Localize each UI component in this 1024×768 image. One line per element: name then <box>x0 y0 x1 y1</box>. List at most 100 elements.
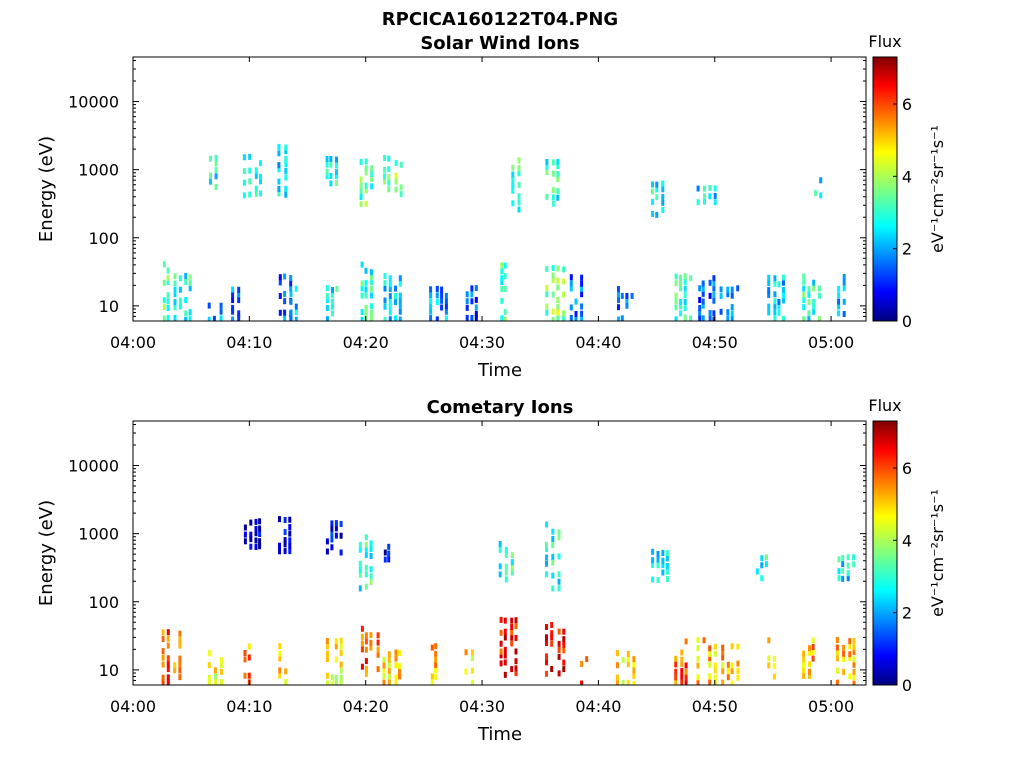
flux-cell <box>551 542 555 549</box>
flux-cell <box>331 310 334 317</box>
flux-cell <box>339 650 343 656</box>
flux-cell <box>580 315 584 321</box>
flux-cell <box>339 667 343 674</box>
flux-cell <box>383 155 387 161</box>
flux-cell <box>574 311 578 317</box>
flux-cell <box>500 262 504 269</box>
flux-cell <box>837 575 841 582</box>
flux-cell <box>434 661 438 668</box>
flux-cell <box>626 651 630 657</box>
flux-cell <box>708 661 712 668</box>
flux-cell <box>360 285 364 292</box>
flux-cell <box>434 667 438 674</box>
flux-cell <box>369 553 373 559</box>
flux-cell <box>842 650 846 657</box>
flux-cell <box>517 199 521 206</box>
flux-cell <box>444 308 448 315</box>
flux-cell <box>511 200 515 207</box>
flux-cell <box>382 656 386 663</box>
flux-cell <box>842 285 846 292</box>
flux-cell <box>294 309 298 316</box>
flux-cell <box>852 554 856 561</box>
flux-cell <box>557 647 561 653</box>
flux-cell <box>370 309 373 316</box>
flux-cell <box>283 298 287 305</box>
flux-cell <box>684 662 688 669</box>
flux-cell <box>545 266 549 272</box>
flux-cell <box>811 648 815 655</box>
flux-cell <box>325 297 329 304</box>
flux-cell <box>188 285 192 292</box>
flux-cell <box>325 650 329 657</box>
flux-cell <box>683 292 687 298</box>
flux-cell <box>712 310 716 317</box>
flux-cell <box>207 316 211 321</box>
flux-cell <box>329 180 333 187</box>
flux-cell <box>680 656 684 663</box>
flux-cell <box>207 650 211 657</box>
flux-cell <box>556 171 560 177</box>
flux-cell <box>387 656 391 663</box>
flux-cell <box>569 280 573 287</box>
flux-cell <box>772 655 776 662</box>
flux-cell <box>841 561 845 568</box>
flux-cell <box>562 647 566 654</box>
flux-cell <box>721 662 725 669</box>
flux-cell <box>701 290 705 297</box>
flux-cell <box>289 285 293 292</box>
flux-cell <box>713 192 717 199</box>
flux-cell <box>500 286 504 293</box>
flux-cell <box>580 310 584 317</box>
flux-cell <box>551 291 555 298</box>
flux-cell <box>503 671 507 678</box>
flux-cell <box>557 640 561 647</box>
flux-cell <box>387 662 391 668</box>
flux-cell <box>782 292 785 299</box>
flux-cell <box>841 554 845 561</box>
flux-cell <box>435 285 439 292</box>
flux-cell <box>551 572 555 579</box>
flux-cell <box>394 285 397 292</box>
flux-cell <box>370 273 373 280</box>
flux-cell <box>383 280 387 286</box>
flux-cell <box>726 286 730 293</box>
flux-cell <box>364 670 368 677</box>
flux-cell <box>812 285 816 292</box>
flux-cell <box>394 299 397 306</box>
flux-cell <box>683 285 687 292</box>
flux-cell <box>767 280 771 287</box>
flux-cell <box>550 630 554 637</box>
flux-cell <box>398 650 401 657</box>
flux-cell <box>370 303 373 310</box>
flux-cell <box>782 274 785 281</box>
flux-cell <box>398 663 401 670</box>
flux-cell <box>288 537 292 544</box>
flux-cell <box>852 561 856 568</box>
flux-cell <box>209 155 212 162</box>
flux-cell <box>730 315 734 321</box>
flux-cell <box>632 672 636 679</box>
flux-cell <box>680 673 684 680</box>
flux-cell <box>330 536 334 543</box>
flux-cell <box>708 279 712 286</box>
flux-cell <box>551 272 555 279</box>
flux-cell <box>651 181 654 188</box>
flux-cell <box>621 657 625 664</box>
flux-cell <box>661 194 665 201</box>
flux-cell <box>166 642 170 649</box>
flux-cell <box>330 680 334 685</box>
colorbar-title: Flux <box>868 32 901 51</box>
flux-cell <box>846 562 850 569</box>
flux-cell <box>364 169 368 176</box>
flux-cell <box>161 654 165 661</box>
flux-cell <box>625 302 629 309</box>
flux-cell <box>550 634 554 641</box>
flux-cell <box>708 645 712 652</box>
flux-cell <box>510 617 514 624</box>
flux-cell <box>626 656 630 663</box>
flux-cell <box>684 638 688 645</box>
solar-wind-panel: Solar Wind Ions 04:00 04:10 04:20 04:30 04:4… <box>36 32 947 381</box>
flux-cell <box>767 292 771 298</box>
flux-cell <box>556 158 560 165</box>
flux-cell <box>656 562 660 569</box>
